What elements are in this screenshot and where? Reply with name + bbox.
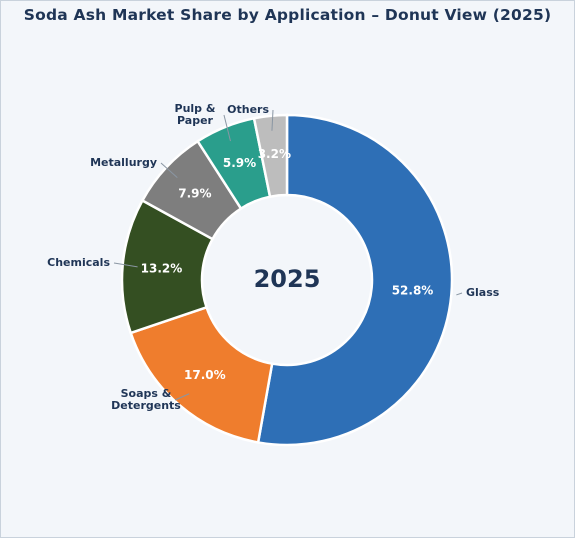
slice-glass bbox=[256, 113, 454, 447]
pct-label-glass: 52.8% bbox=[392, 284, 434, 298]
chart-title: Soda Ash Market Share by Application – D… bbox=[23, 6, 552, 24]
leader-line-chemicals bbox=[113, 262, 138, 268]
category-label-pulp-paper: Pulp & Paper bbox=[175, 102, 216, 127]
pct-label-soaps-detergents: 17.0% bbox=[184, 368, 226, 382]
pct-label-others: 3.2% bbox=[258, 147, 291, 161]
leader-line-glass bbox=[456, 292, 463, 296]
center-label: 2025 bbox=[254, 265, 321, 293]
slice-soaps-detergents bbox=[129, 305, 274, 444]
pct-label-metallurgy: 7.9% bbox=[178, 187, 211, 201]
category-label-metallurgy: Metallurgy bbox=[90, 156, 157, 169]
leader-line-pulp-paper bbox=[223, 114, 231, 142]
category-label-glass: Glass bbox=[466, 286, 500, 299]
category-label-chemicals: Chemicals bbox=[47, 256, 110, 269]
category-label-others: Others bbox=[227, 103, 269, 116]
pct-label-chemicals: 13.2% bbox=[141, 261, 183, 275]
slice-others bbox=[252, 113, 289, 199]
category-label-soaps-detergents: Soaps & Detergents bbox=[111, 387, 181, 412]
leader-line-soaps-detergents bbox=[174, 393, 190, 401]
leader-line-others bbox=[271, 109, 274, 131]
pct-label-pulp-paper: 5.9% bbox=[223, 156, 256, 170]
leader-line-metallurgy bbox=[160, 162, 178, 179]
